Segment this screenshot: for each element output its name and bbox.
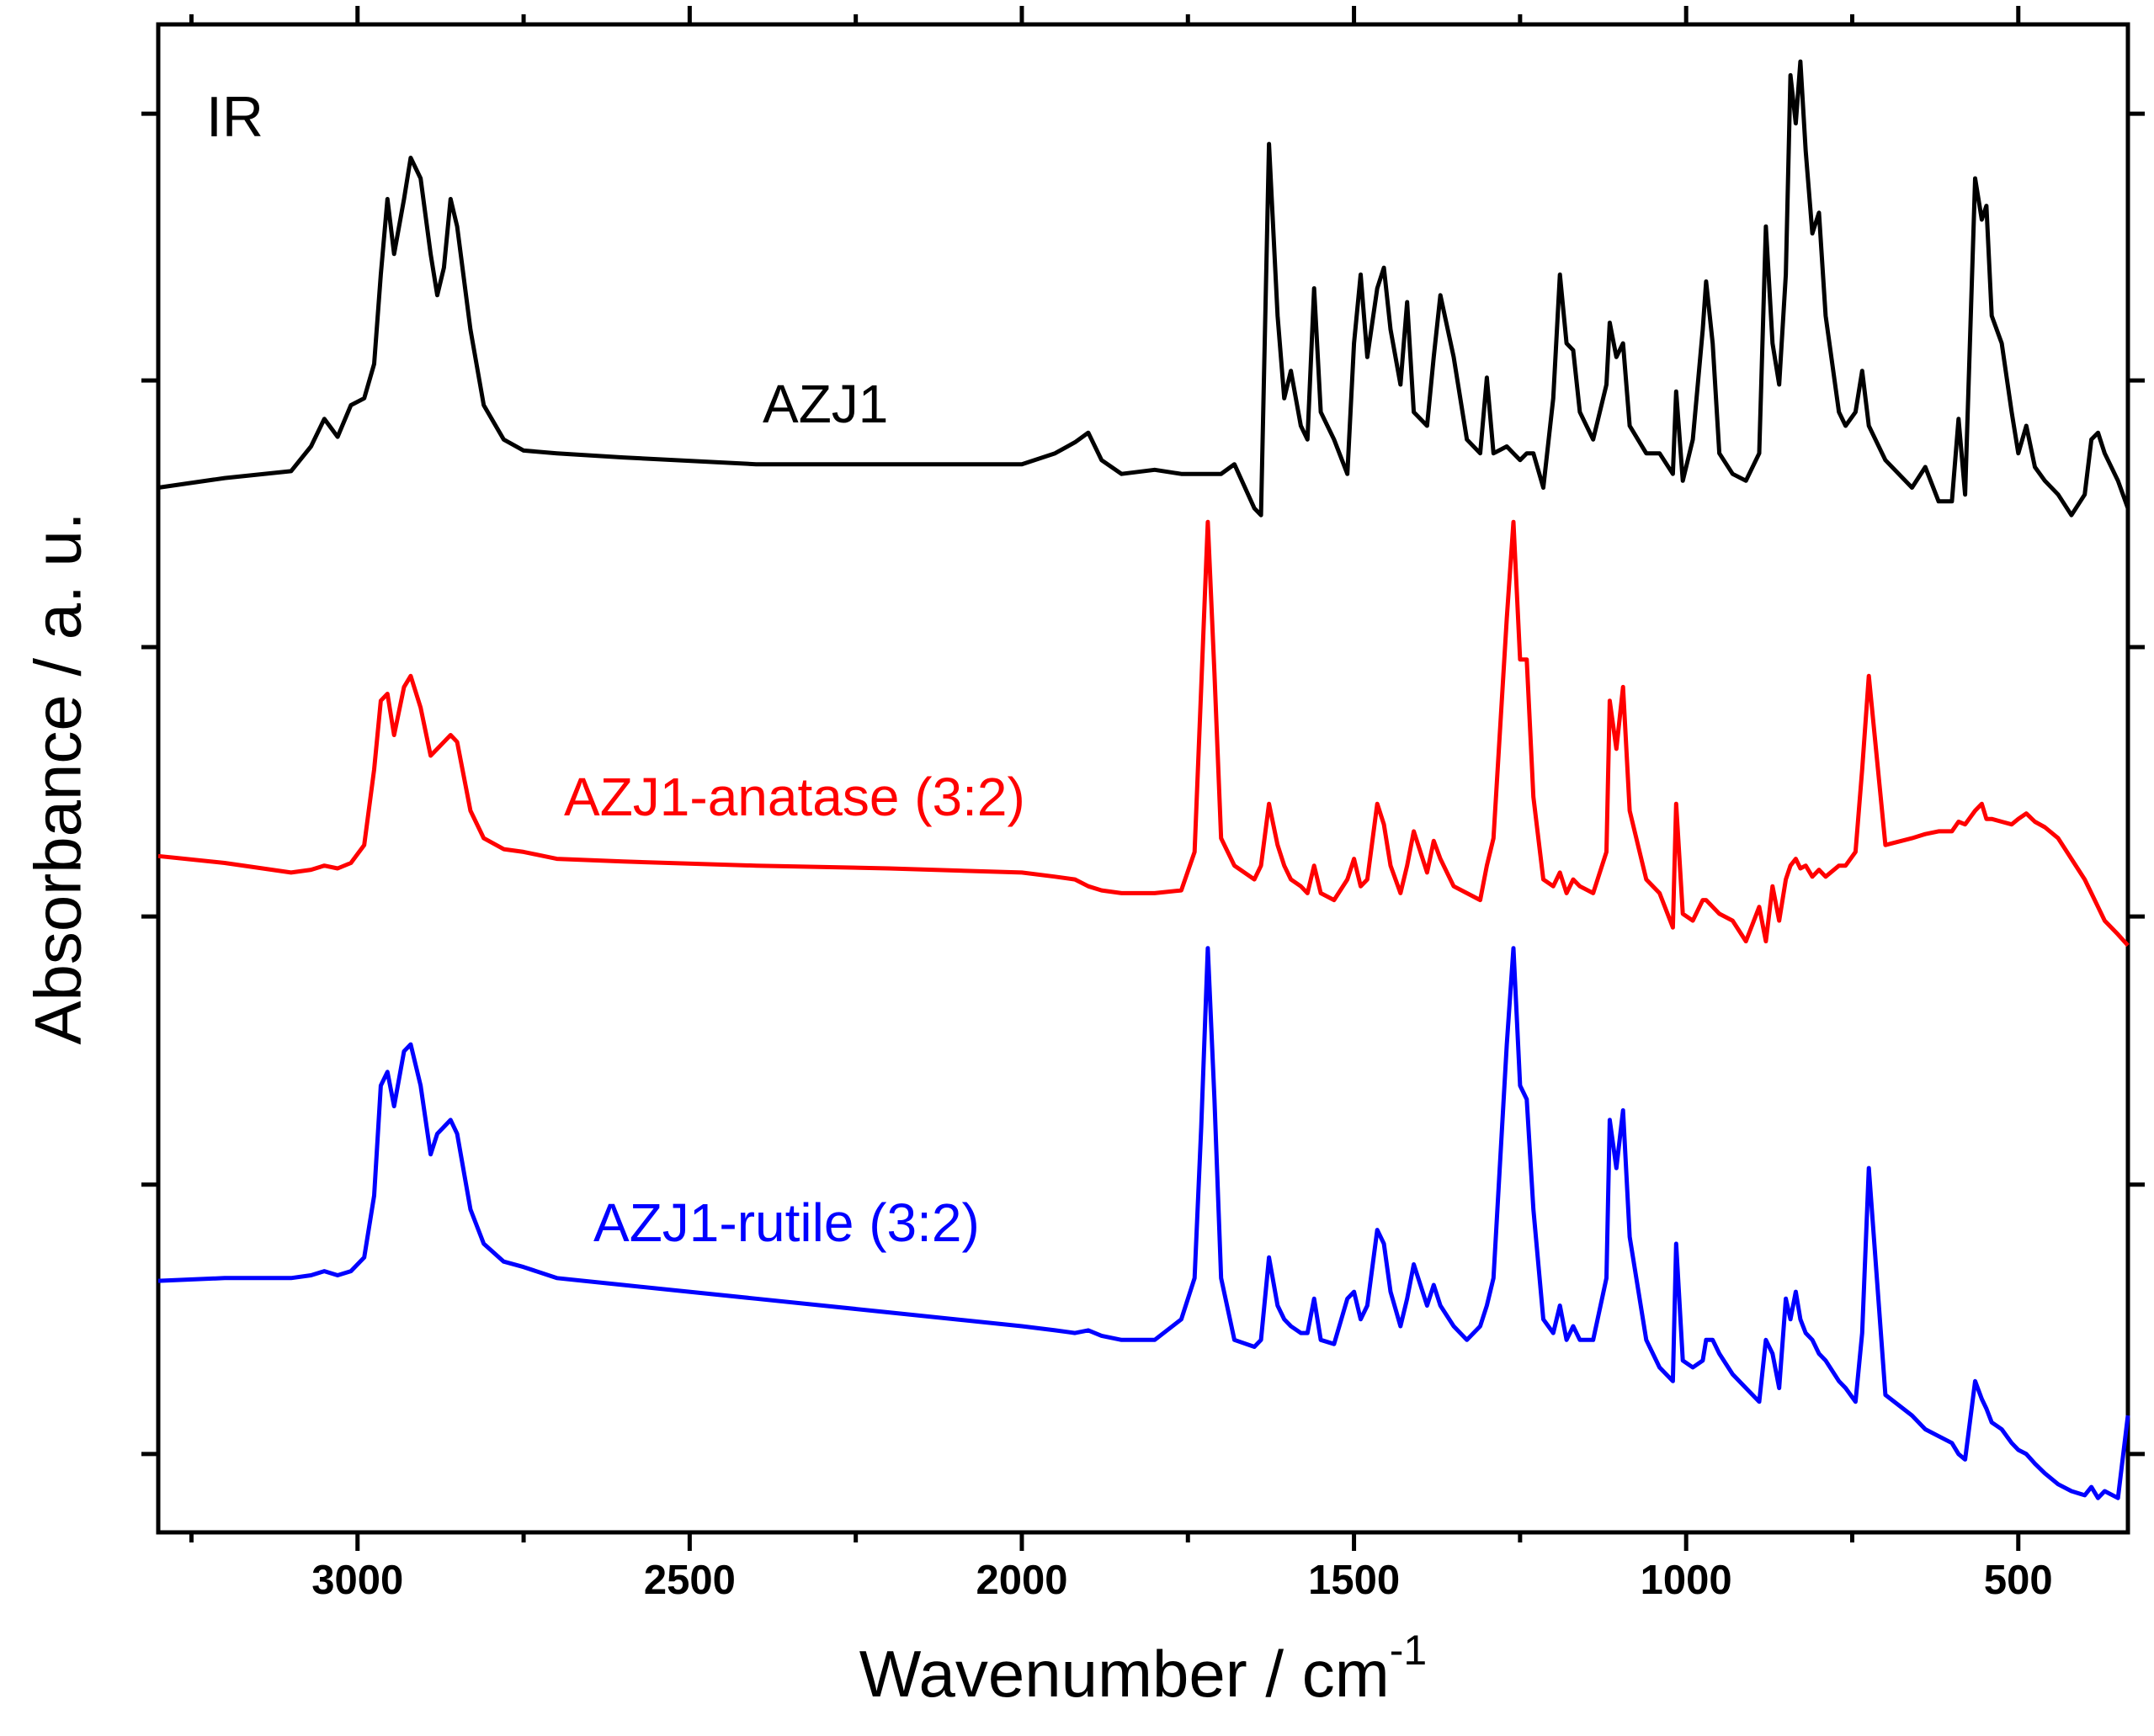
series-label: AZJ1-rutile (3:2) (593, 1192, 980, 1253)
x-tick-label: 2000 (976, 1558, 1067, 1603)
annotation: IR (206, 85, 263, 149)
series-label: AZJ1-anatase (3:2) (564, 767, 1025, 827)
y-axis-title: Absorbance / a. u. (21, 512, 95, 1044)
x-axis-title: Wavenumber / cm-1 (859, 1627, 1427, 1710)
x-tick-label: 3000 (311, 1558, 403, 1603)
series-line (157, 946, 2130, 1500)
series-line (157, 519, 2130, 948)
series-line (157, 59, 2130, 518)
x-tick-label: 1000 (1641, 1558, 1732, 1603)
x-axis-title-superscript: -1 (1390, 1627, 1427, 1674)
x-tick-label: 1500 (1308, 1558, 1400, 1603)
x-axis-title-main: Wavenumber / cm (859, 1637, 1390, 1711)
plot-frame (156, 22, 2130, 1535)
x-tick-label: 2500 (644, 1558, 736, 1603)
series-label: AZJ1 (763, 374, 888, 434)
x-tick-label: 500 (1984, 1558, 2053, 1603)
